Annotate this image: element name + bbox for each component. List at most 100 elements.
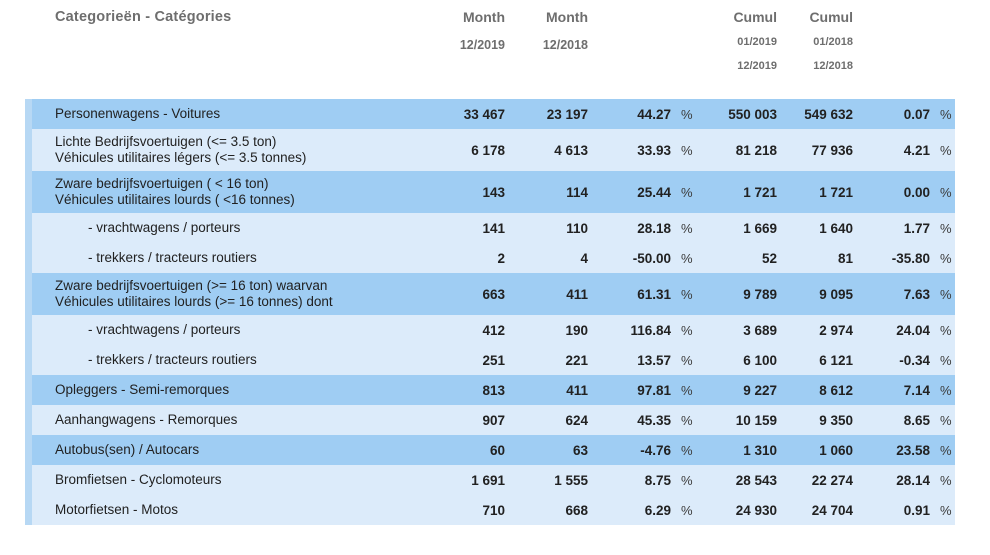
table-row: Zware bedrijfsvoertuigen (>= 16 ton) waa… xyxy=(25,273,955,315)
cumul-2019-value: 52 xyxy=(761,250,777,266)
month-2019-value: 251 xyxy=(482,352,505,368)
table-row: Motorfietsen - Motos 710 668 6.29% 24 930 24 … xyxy=(25,495,955,525)
category-cell: Zware bedrijfsvoertuigen (>= 16 ton) waa… xyxy=(32,278,390,310)
table-body: Personenwagens - Voitures 33 467 23 197 44.… xyxy=(25,99,955,525)
month-2018-value: 63 xyxy=(572,442,588,458)
month-2019-value: 6 178 xyxy=(471,142,505,158)
cumul-2019-value: 6 100 xyxy=(743,352,777,368)
category-label-nl: Bromfietsen - Cyclomoteurs xyxy=(55,472,222,487)
column-header-period-end: 12/2018 xyxy=(813,60,853,72)
cumul-change-pct: 8.65 xyxy=(903,412,930,428)
category-cell: Zware bedrijfsvoertuigen ( < 16 ton) Véhi… xyxy=(32,176,390,208)
percent-sign: % xyxy=(940,352,952,368)
category-label-nl: Aanhangwagens - Remorques xyxy=(55,412,238,427)
month-2019-value: 2 xyxy=(497,250,505,266)
table-row: - trekkers / tracteurs routiers 251 221 13.… xyxy=(25,345,955,375)
month-2019-value: 60 xyxy=(489,442,505,458)
month-change-pct: 61.31 xyxy=(637,286,671,302)
category-cell: Personenwagens - Voitures xyxy=(32,106,390,122)
month-2019-value: 33 467 xyxy=(463,106,505,122)
month-change-pct: 13.57 xyxy=(637,352,671,368)
table-row: Lichte Bedrijfsvoertuigen (<= 3.5 ton) Vé… xyxy=(25,129,955,171)
month-2018-value: 23 197 xyxy=(546,106,588,122)
cumul-2018-value: 1 640 xyxy=(819,220,853,236)
cumul-change-pct: 0.00 xyxy=(903,184,930,200)
column-header-title: Month xyxy=(463,9,505,25)
table-row: Aanhangwagens - Remorques 907 624 45.35% 10 … xyxy=(25,405,955,435)
month-2019-value: 1 691 xyxy=(471,472,505,488)
cumul-change-pct: 24.04 xyxy=(896,322,930,338)
cumul-2018-value: 22 274 xyxy=(811,472,853,488)
cumul-2019-value: 1 669 xyxy=(743,220,777,236)
category-cell: Aanhangwagens - Remorques xyxy=(32,412,390,428)
percent-sign: % xyxy=(681,352,693,368)
month-2019-value: 412 xyxy=(482,322,505,338)
column-header-cumul-2018: Cumul 01/2018 12/2018 xyxy=(777,9,853,99)
percent-sign: % xyxy=(681,250,693,266)
month-change-pct: 33.93 xyxy=(637,142,671,158)
cumul-2018-value: 81 xyxy=(837,250,853,266)
cumul-change-pct: -35.80 xyxy=(891,250,930,266)
column-header-period-start: 01/2019 xyxy=(737,36,777,48)
month-2018-value: 624 xyxy=(565,412,588,428)
cumul-2019-value: 9 789 xyxy=(743,286,777,302)
percent-sign: % xyxy=(940,286,952,302)
percent-sign: % xyxy=(940,502,952,518)
percent-sign: % xyxy=(681,286,693,302)
category-label-nl: Personenwagens - Voitures xyxy=(55,106,221,121)
table-row: Personenwagens - Voitures 33 467 23 197 44.… xyxy=(25,99,955,129)
category-cell: Opleggers - Semi-remorques xyxy=(32,382,390,398)
cumul-2018-value: 8 612 xyxy=(819,382,853,398)
month-change-pct: -50.00 xyxy=(632,250,671,266)
cumul-change-pct: 23.58 xyxy=(896,442,930,458)
percent-sign: % xyxy=(681,382,693,398)
percent-sign: % xyxy=(940,220,952,236)
month-2019-value: 813 xyxy=(482,382,505,398)
table-row: Opleggers - Semi-remorques 813 411 97.81% 9 … xyxy=(25,375,955,405)
month-2018-value: 4 613 xyxy=(554,142,588,158)
percent-sign: % xyxy=(940,412,952,428)
table-row: - vrachtwagens / porteurs 141 110 28.18% 1 6… xyxy=(25,213,955,243)
category-label-nl: Zware bedrijfsvoertuigen (>= 16 ton) waa… xyxy=(55,278,328,293)
category-cell: Bromfietsen - Cyclomoteurs xyxy=(32,472,390,488)
cumul-2019-value: 1 310 xyxy=(743,442,777,458)
category-cell: - vrachtwagens / porteurs xyxy=(32,322,390,338)
percent-sign: % xyxy=(940,142,952,158)
month-2018-value: 411 xyxy=(566,382,588,398)
table-header: Categorieën - Catégories Month 12/2019 M… xyxy=(25,0,955,99)
table-row: Zware bedrijfsvoertuigen ( < 16 ton) Véhi… xyxy=(25,171,955,213)
percent-sign: % xyxy=(681,142,693,158)
percent-sign: % xyxy=(681,412,693,428)
category-label-nl: Lichte Bedrijfsvoertuigen (<= 3.5 ton) xyxy=(55,134,277,149)
cumul-2018-value: 24 704 xyxy=(811,502,853,518)
month-2019-value: 143 xyxy=(482,184,505,200)
month-2018-value: 1 555 xyxy=(554,472,588,488)
cumul-change-pct: 7.63 xyxy=(903,286,930,302)
category-cell: Motorfietsen - Motos xyxy=(32,502,390,518)
column-header-title: Month xyxy=(546,9,588,25)
percent-sign: % xyxy=(681,442,693,458)
percent-sign: % xyxy=(940,472,952,488)
month-change-pct: 116.84 xyxy=(630,322,671,338)
column-header-period: 12/2018 xyxy=(542,38,588,52)
percent-sign: % xyxy=(681,502,693,518)
category-cell: - trekkers / tracteurs routiers xyxy=(32,352,390,368)
month-2019-value: 710 xyxy=(482,502,505,518)
category-label-fr: Véhicules utilitaires lourds (>= 16 tonn… xyxy=(55,294,333,309)
month-change-pct: -4.76 xyxy=(640,442,671,458)
percent-sign: % xyxy=(940,442,952,458)
month-change-pct: 6.29 xyxy=(644,502,671,518)
category-label-nl: - trekkers / tracteurs routiers xyxy=(88,250,257,265)
table-row: - vrachtwagens / porteurs 412 190 116.84% 3 … xyxy=(25,315,955,345)
percent-sign: % xyxy=(940,382,952,398)
cumul-2018-value: 2 974 xyxy=(819,322,853,338)
month-change-pct: 8.75 xyxy=(644,472,671,488)
category-label-nl: Opleggers - Semi-remorques xyxy=(55,382,230,397)
month-2018-value: 110 xyxy=(566,220,588,236)
column-header-period-end: 12/2019 xyxy=(737,60,777,72)
category-column-header: Categorieën - Catégories xyxy=(55,9,232,25)
column-header-cumul-2019: Cumul 01/2019 12/2019 xyxy=(701,9,777,99)
category-label-fr: Véhicules utilitaires lourds ( <16 tonne… xyxy=(55,192,295,207)
category-label-nl: - vrachtwagens / porteurs xyxy=(88,220,241,235)
cumul-change-pct: 4.21 xyxy=(903,142,930,158)
